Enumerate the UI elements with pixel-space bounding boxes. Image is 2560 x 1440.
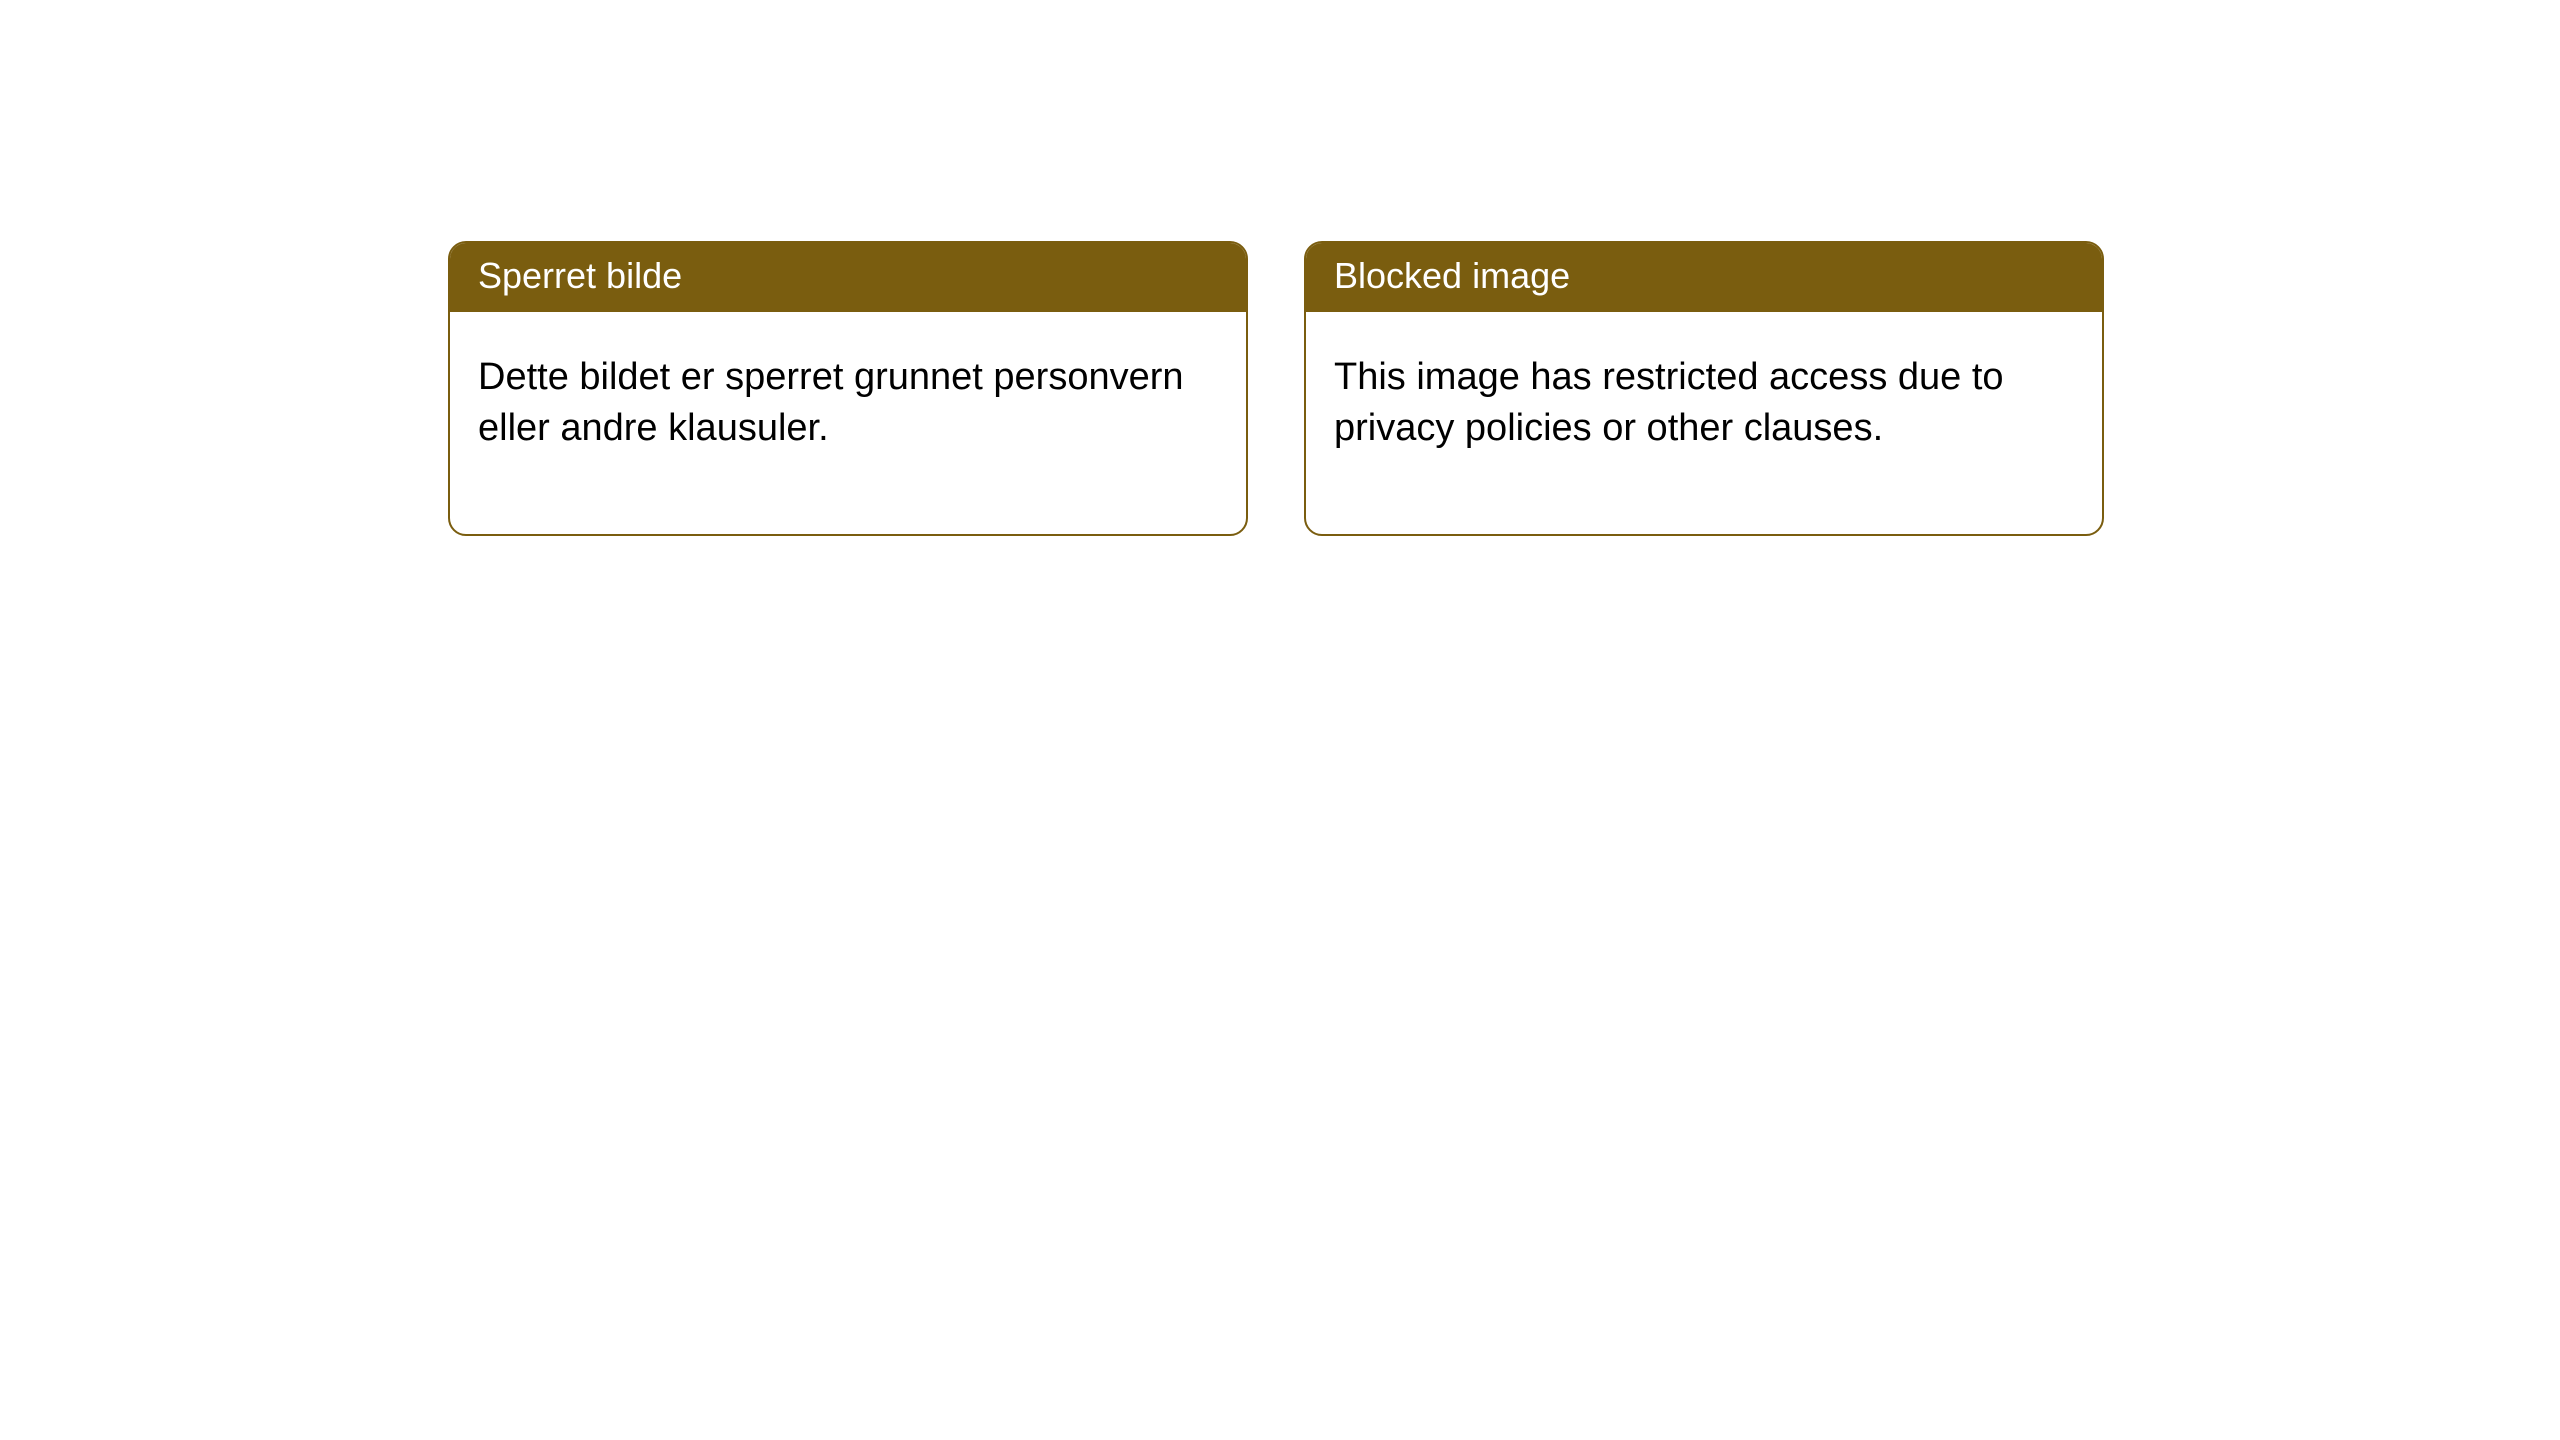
notice-card-norwegian: Sperret bilde Dette bildet er sperret gr… (448, 241, 1248, 536)
notice-title: Blocked image (1306, 243, 2102, 312)
notice-body: Dette bildet er sperret grunnet personve… (450, 312, 1246, 535)
notice-title: Sperret bilde (450, 243, 1246, 312)
notice-body: This image has restricted access due to … (1306, 312, 2102, 535)
notice-card-english: Blocked image This image has restricted … (1304, 241, 2104, 536)
notice-container: Sperret bilde Dette bildet er sperret gr… (0, 0, 2560, 536)
